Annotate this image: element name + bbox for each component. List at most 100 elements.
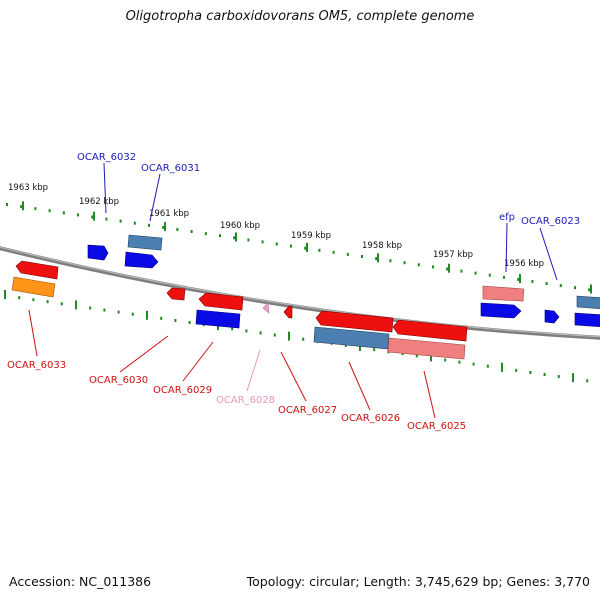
kbp-label-1961: 1961 kbp	[149, 209, 189, 219]
label-OCAR_6026[interactable]: OCAR_6026	[341, 413, 400, 424]
label-OCAR_6023[interactable]: OCAR_6023	[521, 216, 580, 227]
tick-minor	[529, 371, 532, 374]
gene-OCAR_6029-blue[interactable]	[195, 309, 241, 329]
tick-minor	[32, 298, 35, 302]
genes-upper	[87, 234, 600, 327]
kbp-label-1956: 1956 kbp	[504, 259, 544, 269]
gene-OCAR_6031-a[interactable]	[127, 234, 163, 251]
kbp-label-1959: 1959 kbp	[291, 231, 331, 241]
kbp-label-1963: 1963 kbp	[8, 183, 48, 193]
tick-minor	[48, 209, 51, 213]
label-OCAR_6028[interactable]: OCAR_6028	[216, 395, 275, 406]
tick-major	[93, 211, 95, 221]
leader-efp	[505, 222, 508, 273]
tick-minor	[417, 263, 420, 267]
tick-minor	[332, 250, 335, 254]
tick-minor	[488, 273, 491, 277]
tick-minor	[247, 238, 250, 242]
gene-OCAR_6033-orange[interactable]	[11, 276, 56, 298]
label-OCAR_6031[interactable]: OCAR_6031	[141, 163, 200, 174]
tick-minor	[89, 306, 92, 310]
tick-minor	[261, 240, 264, 244]
leader-OCAR_6030	[119, 335, 169, 373]
gene-labels: OCAR_6032 OCAR_6031 efp OCAR_6023 OCAR_6…	[7, 152, 580, 432]
label-OCAR_6027[interactable]: OCAR_6027	[278, 405, 337, 416]
tick-minor	[119, 219, 122, 223]
tick-minor	[188, 321, 191, 324]
tick-major	[146, 310, 148, 320]
gene-OCAR_6031-b[interactable]	[124, 251, 159, 269]
tick-minor	[401, 352, 404, 356]
gene-OCAR_6027[interactable]	[283, 305, 293, 319]
gene-OCAR_6033-red[interactable]	[15, 260, 59, 280]
tick-minor	[103, 308, 106, 312]
label-OCAR_6029[interactable]: OCAR_6029	[153, 385, 212, 396]
label-efp[interactable]: efp	[499, 212, 515, 223]
tick-minor	[444, 358, 447, 362]
kbp-label-1960: 1960 kbp	[220, 221, 260, 231]
map-title: Oligotropha carboxidovorans OM5, complet…	[125, 9, 475, 24]
tick-minor	[557, 375, 560, 379]
tick-major	[306, 242, 308, 252]
tick-major	[448, 263, 450, 273]
gene-OCAR_6029-red[interactable]	[198, 292, 244, 311]
gene-efp[interactable]	[482, 285, 525, 302]
tick-minor	[259, 331, 262, 335]
gene-edge-steel[interactable]	[576, 295, 600, 309]
tick-major	[164, 222, 166, 232]
tick-major	[22, 201, 24, 211]
gene-OCAR_6028[interactable]	[262, 302, 270, 314]
tick-minor	[77, 213, 79, 217]
label-OCAR_6025[interactable]: OCAR_6025	[407, 421, 466, 432]
tick-minor	[515, 368, 518, 372]
tick-major	[4, 290, 6, 299]
tick-minor	[162, 225, 165, 229]
tick-minor	[62, 211, 65, 215]
tick-minor	[361, 255, 363, 258]
gene-OCAR_6023[interactable]	[544, 309, 560, 324]
tick-minor	[344, 343, 347, 347]
tick-minor	[273, 333, 276, 337]
tick-major	[519, 274, 521, 284]
gene-OCAR_6025-red[interactable]	[392, 319, 468, 342]
tick-minor	[204, 232, 207, 236]
tick-minor	[160, 316, 163, 320]
tick-minor	[586, 379, 589, 383]
tick-minor	[231, 327, 234, 331]
leader-OCAR_6023	[539, 227, 558, 281]
tick-minor	[133, 221, 136, 225]
tick-minor	[446, 267, 449, 271]
tick-major	[430, 352, 432, 362]
tick-major	[572, 373, 574, 383]
genes-lower	[11, 260, 468, 360]
leader-OCAR_6031	[149, 173, 161, 222]
leader-OCAR_6033	[28, 309, 38, 357]
gene-OCAR_6025-pink[interactable]	[387, 337, 466, 360]
gene-edge-blue[interactable]	[574, 312, 600, 327]
label-OCAR_6033[interactable]: OCAR_6033	[7, 360, 66, 371]
tick-minor	[176, 228, 179, 231]
leader-OCAR_6026	[348, 361, 371, 411]
genome-backbone-highlight	[0, 246, 600, 338]
tick-major	[377, 253, 379, 263]
tick-minor	[346, 252, 349, 256]
tick-minor	[18, 296, 21, 300]
tick-minor	[375, 257, 378, 261]
tick-minor	[403, 261, 406, 265]
gene-OCAR_6032[interactable]	[87, 244, 109, 261]
label-OCAR_6032[interactable]: OCAR_6032	[77, 152, 136, 163]
kbp-label-1962: 1962 kbp	[79, 197, 119, 207]
tick-minor	[190, 230, 193, 233]
tick-minor	[486, 364, 489, 368]
gene-OCAR_6026-red[interactable]	[315, 310, 394, 333]
accession-text: Accession: NC_011386	[9, 574, 152, 589]
genome-backbone	[0, 246, 600, 340]
label-OCAR_6030[interactable]: OCAR_6030	[89, 375, 148, 386]
kbp-label-1957: 1957 kbp	[433, 250, 473, 260]
kbp-labels: 1963 kbp 1962 kbp 1961 kbp 1960 kbp 1959…	[8, 183, 544, 269]
tick-minor	[219, 234, 221, 238]
gene-OCAR_6030[interactable]	[166, 287, 186, 301]
gene-efp-blue[interactable]	[480, 302, 522, 319]
tick-minor	[458, 360, 461, 364]
leader-lines	[28, 162, 558, 419]
